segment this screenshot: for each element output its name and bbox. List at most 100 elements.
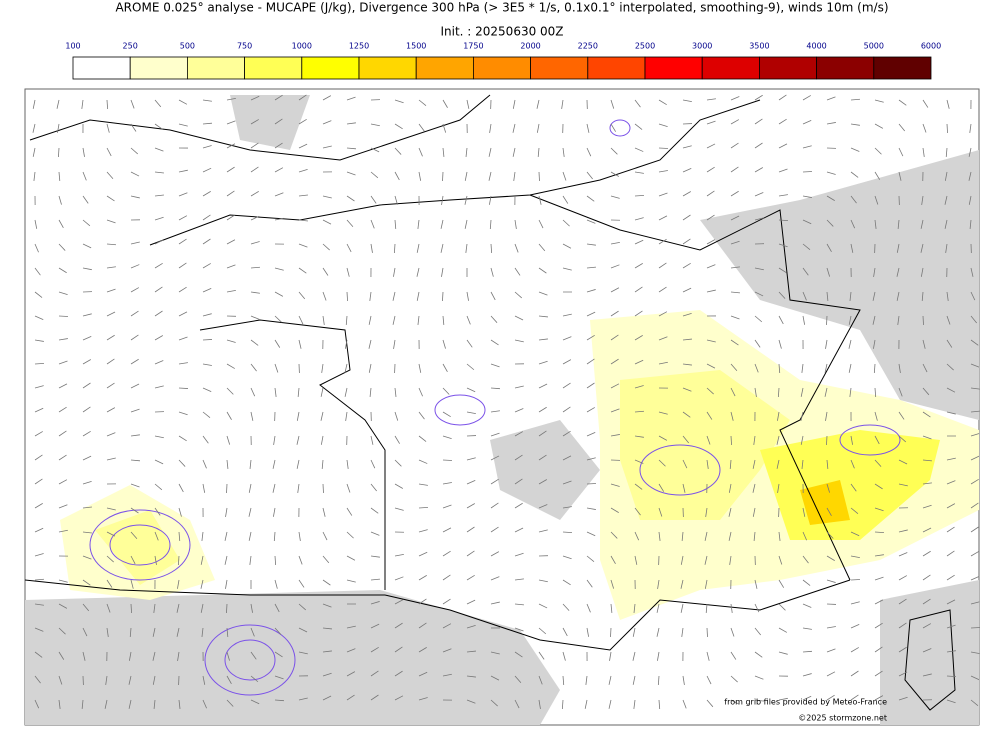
wind-barb <box>490 363 500 368</box>
wind-barb <box>562 651 566 661</box>
wind-barb <box>778 555 783 565</box>
wind-barb <box>682 145 692 149</box>
wind-barb <box>418 671 428 677</box>
wind-barb <box>850 601 860 605</box>
wind-barb <box>226 411 232 420</box>
wind-barb <box>658 699 661 710</box>
wind-barb <box>202 214 211 221</box>
wind-barb <box>274 142 283 149</box>
wind-barb <box>946 457 956 461</box>
credit: from grib files provided by Meteo-France <box>724 698 887 707</box>
wind-barb <box>634 335 643 341</box>
wind-barb <box>752 507 756 517</box>
wind-barb <box>874 171 881 180</box>
wind-barb <box>682 675 685 685</box>
wind-barb <box>344 387 348 397</box>
wind-barb <box>944 171 948 181</box>
wind-barb <box>730 96 740 101</box>
colorbar-tick-label: 3000 <box>692 42 712 51</box>
wind-barb <box>778 651 788 655</box>
wind-barb <box>298 579 305 588</box>
wind-barb <box>273 507 276 517</box>
wind-barb <box>394 459 402 467</box>
wind-barb <box>562 675 565 686</box>
wind-barb <box>538 243 546 252</box>
wind-barb <box>130 310 139 317</box>
wind-barb <box>370 483 377 492</box>
colorbar-tick-label: 2000 <box>520 42 540 51</box>
wind-barb <box>226 214 235 221</box>
wind-barb <box>514 651 523 658</box>
wind-barb <box>586 123 590 133</box>
wind-barb <box>658 262 667 269</box>
wind-barb <box>874 599 884 605</box>
wind-barb <box>922 574 931 581</box>
wind-barb <box>826 243 832 252</box>
wind-barb <box>680 579 684 589</box>
wind-barb <box>418 123 425 132</box>
wind-barb <box>418 506 429 509</box>
wind-barb <box>946 480 956 485</box>
wind-barb <box>538 406 547 413</box>
wind-barb <box>706 239 716 245</box>
wind-barb <box>898 529 908 533</box>
wind-barb <box>418 459 428 464</box>
wind-barb <box>682 238 691 245</box>
wind-barb <box>82 171 87 181</box>
wind-barb <box>850 98 861 101</box>
wind-barb <box>946 291 949 301</box>
wind-barb <box>706 411 713 420</box>
wind-barb <box>922 550 931 557</box>
credit: ©2025 stormzone.net <box>798 714 887 723</box>
wind-barb <box>634 483 643 490</box>
wind-barb <box>226 339 236 343</box>
wind-barb <box>538 430 547 437</box>
wind-barb <box>850 123 860 126</box>
wind-barb <box>586 171 593 180</box>
wind-barb <box>274 167 284 173</box>
wind-barb <box>178 531 181 542</box>
wind-barb <box>154 435 164 439</box>
wind-barb <box>898 671 908 677</box>
wind-barb <box>58 360 68 365</box>
wind-barb <box>826 435 828 446</box>
wind-barb <box>128 699 132 709</box>
wind-barb <box>394 695 404 701</box>
wind-barb <box>536 99 540 109</box>
colorbar-tick-label: 6000 <box>921 42 941 51</box>
wind-barb <box>682 363 692 366</box>
wind-barb <box>802 243 811 250</box>
wind-barb <box>418 529 428 533</box>
wind-barb <box>298 219 308 222</box>
wind-barb <box>466 599 476 605</box>
wind-barb <box>586 382 595 389</box>
wind-barb <box>441 195 444 205</box>
wind-barb <box>514 431 524 437</box>
wind-barb <box>586 311 596 317</box>
wind-barb <box>34 699 40 709</box>
wind-barb <box>850 483 857 492</box>
wind-barb <box>538 291 548 296</box>
wind-barb <box>826 626 836 629</box>
wind-barb <box>946 411 956 415</box>
wind-barb <box>466 457 476 461</box>
wind-barb <box>392 291 396 301</box>
wind-barb <box>682 312 692 317</box>
wind-barb <box>346 459 349 469</box>
wind-barb <box>298 94 307 101</box>
wind-barb <box>346 243 352 253</box>
wind-barb <box>826 96 836 101</box>
wind-barb <box>154 459 164 465</box>
wind-barb <box>873 339 876 349</box>
wind-barb <box>706 387 714 395</box>
wind-barb <box>562 243 572 249</box>
wind-barb <box>538 529 548 533</box>
wind-barb <box>34 339 44 342</box>
wind-barb <box>850 147 860 152</box>
colorbar: 100 250 500 750 1000 1250 1500 1750 2000 2250 2500… <box>65 42 941 80</box>
wind-barb <box>850 459 855 469</box>
wind-barb <box>634 385 644 389</box>
wind-barb <box>610 434 620 437</box>
wind-barb <box>562 147 565 157</box>
wind-barb <box>538 603 548 609</box>
